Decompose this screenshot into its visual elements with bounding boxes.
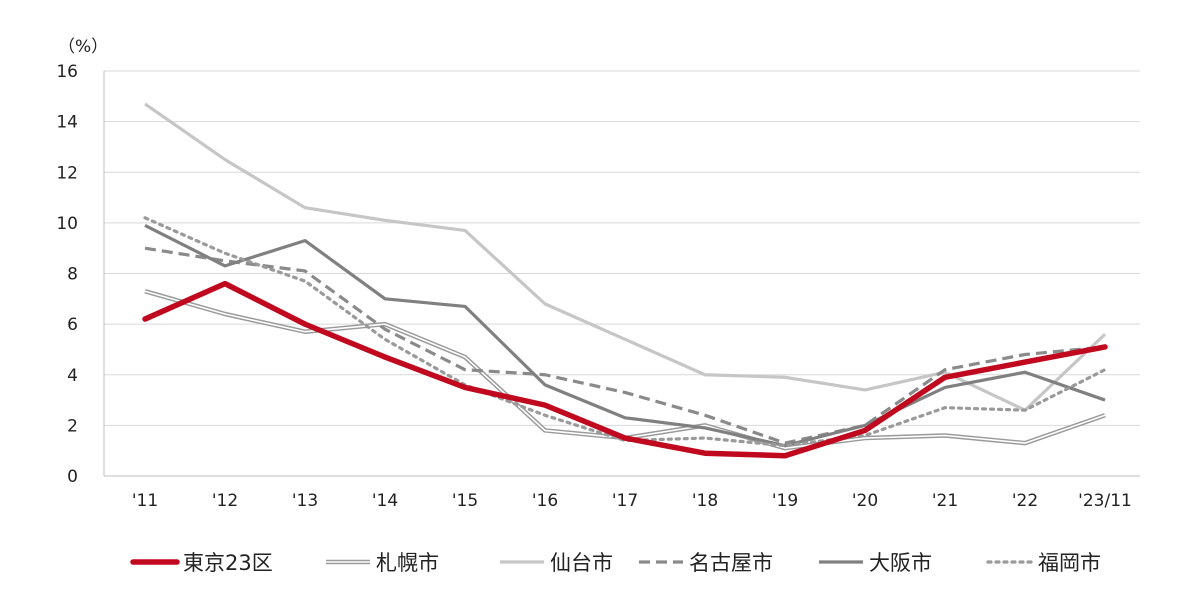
legend-item: 名古屋市	[639, 551, 773, 575]
series-line	[144, 223, 1106, 448]
y-tick-label: 6	[67, 315, 78, 335]
x-tick-label: '19	[772, 491, 798, 511]
legend-label: 名古屋市	[689, 551, 773, 575]
y-tick-label: 2	[67, 416, 78, 436]
x-tick-label: '18	[692, 491, 718, 511]
series-3	[144, 223, 1106, 448]
legend-item: 東京23区	[130, 551, 273, 575]
y-tick-label: 12	[56, 163, 78, 183]
series-line	[142, 280, 1108, 459]
x-tick-label: '15	[452, 491, 478, 511]
y-axis-unit-label: （%）	[58, 37, 108, 57]
x-axis: '11 '12 '13 '14 '15 '16 '17 '18 '19 '20 '21 '22 '23/…	[104, 475, 1140, 511]
legend-label: 仙台市	[550, 551, 613, 575]
legend-item: 大阪市	[819, 551, 932, 575]
x-tick-label: '22	[1012, 491, 1038, 511]
legend-item: 札幌市	[326, 551, 439, 575]
series-line	[143, 216, 1107, 448]
x-tick-label: '20	[852, 491, 878, 511]
series-line	[144, 246, 1106, 445]
legend-label: 札幌市	[376, 551, 439, 575]
y-tick-label: 10	[56, 214, 78, 234]
legend-label: 大阪市	[869, 551, 932, 575]
legend-item: 仙台市	[500, 551, 613, 575]
y-tick-label: 0	[67, 467, 78, 487]
series-lines	[142, 102, 1108, 459]
legend: 東京23区 札幌市 仙台市 名古屋市 大阪市 福岡市	[130, 551, 1101, 575]
y-tick-label: 14	[56, 113, 78, 133]
x-tick-label: '12	[212, 491, 238, 511]
legend-label: 福岡市	[1038, 551, 1101, 575]
series-1	[144, 102, 1107, 412]
series-4	[143, 216, 1107, 448]
series-line	[144, 102, 1107, 412]
series-2	[144, 246, 1106, 445]
x-tick-label: '16	[532, 491, 558, 511]
x-tick-label: '13	[292, 491, 318, 511]
x-tick-label: '17	[612, 491, 638, 511]
y-tick-label: 4	[67, 366, 78, 386]
x-tick-label: '14	[372, 491, 398, 511]
y-tick-label: 16	[56, 62, 78, 82]
x-tick-label: '21	[932, 491, 958, 511]
y-axis: 0 2 4 6 8 10 12 14 16	[56, 62, 105, 487]
x-tick-label: '11	[132, 491, 158, 511]
series-5	[142, 280, 1108, 459]
legend-item: 福岡市	[986, 551, 1101, 575]
legend-label: 東京23区	[183, 551, 273, 575]
y-tick-label: 8	[67, 265, 78, 285]
x-tick-label: '23/11	[1078, 491, 1132, 511]
